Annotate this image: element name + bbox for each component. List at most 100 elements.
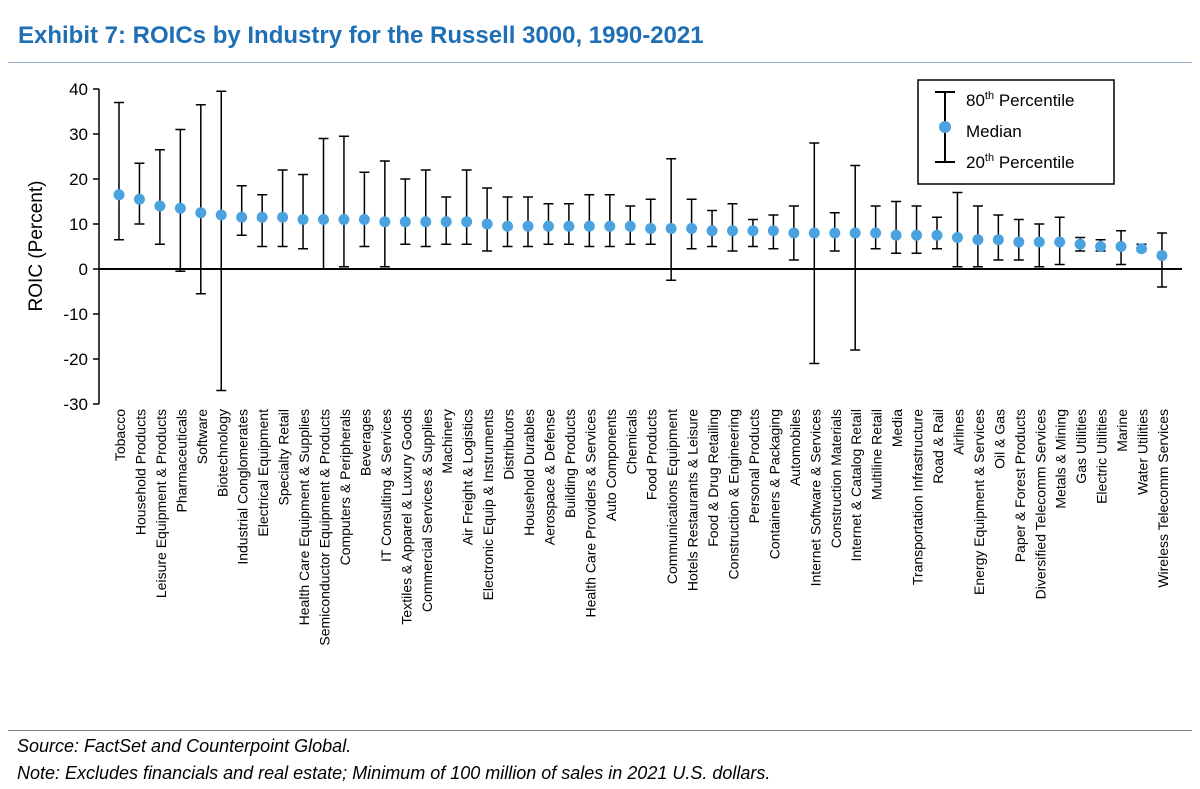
median-point [542, 220, 554, 232]
x-category-label: Road & Rail [930, 409, 946, 484]
median-point [277, 211, 289, 223]
x-category-label: IT Consulting & Services [378, 409, 394, 562]
x-category-label: Tobacco [112, 409, 128, 461]
x-category-label: Internet Software & Services [807, 409, 823, 586]
errorbar-item [992, 214, 1004, 261]
errorbar-item [236, 185, 248, 236]
errorbar-item [195, 104, 207, 295]
errorbar-item [788, 205, 800, 261]
median-point [1156, 250, 1168, 261]
footnote: Note: Excludes financials and real estat… [17, 763, 771, 783]
median-point [563, 220, 575, 232]
median-point [1074, 238, 1086, 250]
median-point [870, 227, 882, 239]
y-tick-label: -30 [63, 395, 88, 414]
errorbar-item [767, 214, 779, 250]
median-point [113, 189, 125, 201]
legend-80th-percentile: 80th Percentile [966, 90, 1074, 110]
median-point [706, 225, 718, 237]
median-point [379, 216, 391, 228]
errorbar-item [808, 142, 820, 365]
x-category-label: Auto Components [603, 409, 619, 521]
median-point [399, 216, 411, 228]
x-category-label: Energy Equipment & Services [971, 409, 987, 595]
x-category-label: Aerospace & Defense [541, 409, 557, 545]
errorbar-item [583, 194, 595, 248]
median-point [1136, 243, 1147, 255]
y-tick-label: 0 [79, 260, 88, 279]
y-axis-ticks: 40 30 20 10 0 -10 -20 -30 [63, 80, 99, 414]
x-category-label: Transportation Infrastructure [910, 409, 926, 585]
errorbar-item [338, 135, 350, 268]
plot-area [113, 90, 1168, 392]
x-category-label: Pharmaceuticals [173, 409, 189, 513]
x-category-label: Computers & Peripherals [337, 409, 353, 565]
median-point [461, 216, 473, 228]
errorbar-item [1136, 243, 1147, 255]
median-point [890, 229, 902, 241]
errorbar-item [318, 137, 329, 270]
median-point [1054, 236, 1066, 248]
legend: 80th Percentile Median 20th Percentile [917, 79, 1115, 185]
errorbar-item [399, 178, 411, 245]
x-category-label: Hotels Restaurants & Leisure [685, 409, 701, 591]
median-point [788, 227, 800, 239]
x-category-label: Household Durables [521, 409, 537, 536]
median-point [665, 223, 677, 234]
x-category-label: Wireless Telecomm Services [1155, 409, 1171, 588]
median-point [951, 232, 963, 243]
source-note: Source: FactSet and Counterpoint Global. [17, 736, 352, 756]
median-point [338, 214, 350, 225]
median-point [236, 211, 248, 223]
errorbar-item [1054, 216, 1066, 266]
x-category-label: Electrical Equipment [255, 409, 271, 537]
median-point [133, 193, 145, 205]
x-category-label: Textiles & Apparel & Luxury Goods [398, 409, 414, 625]
median-point [1115, 241, 1127, 252]
median-point [767, 225, 779, 237]
x-category-label: Automobiles [787, 409, 803, 486]
errorbar-item [645, 198, 657, 245]
errorbar-item [481, 187, 493, 252]
x-category-label: Construction Materials [828, 409, 844, 548]
median-point [522, 220, 534, 232]
errorbar-item [1115, 230, 1127, 266]
median-point [931, 229, 943, 241]
median-point [502, 220, 514, 232]
y-tick-label: 40 [69, 80, 88, 99]
errorbar-item [522, 196, 534, 248]
errorbar-item [563, 203, 575, 245]
y-tick-label: 20 [69, 170, 88, 189]
x-category-label: Electronic Equip & Instruments [480, 409, 496, 600]
errorbar-item [379, 160, 391, 268]
x-category-label: Semiconductor Equipment & Products [317, 409, 333, 646]
errorbar-item [154, 149, 166, 245]
chart-title: Exhibit 7: ROICs by Industry for the Rus… [18, 22, 704, 49]
errorbar-item [849, 164, 861, 351]
legend-20th-percentile: 20th Percentile [966, 152, 1074, 172]
x-category-label: Machinery [439, 409, 455, 474]
median-point [195, 207, 207, 219]
median-point [420, 216, 432, 228]
errorbar-item [665, 158, 677, 281]
x-category-label: Industrial Conglomerates [235, 409, 251, 565]
median-point [686, 223, 698, 234]
errorbar-item [951, 191, 963, 268]
x-category-label: Health Care Equipment & Supplies [296, 409, 312, 625]
errorbar-item [604, 194, 616, 248]
x-category-label: Oil & Gas [991, 409, 1007, 469]
x-category-label: Household Products [132, 409, 148, 535]
errorbar-item [727, 203, 738, 252]
x-category-label: Gas Utilities [1073, 409, 1089, 484]
y-tick-label: 10 [69, 215, 88, 234]
median-point [624, 220, 636, 232]
median-point [215, 209, 227, 221]
legend-median-dot [939, 121, 951, 133]
errorbar-item [133, 162, 145, 225]
x-category-label: Health Care Providers & Services [582, 409, 598, 618]
errorbar-item [747, 218, 759, 248]
x-category-label: Software [194, 409, 210, 464]
x-category-label: Personal Products [746, 409, 762, 523]
errorbar-item [1156, 232, 1168, 288]
errorbar-item [420, 169, 432, 248]
